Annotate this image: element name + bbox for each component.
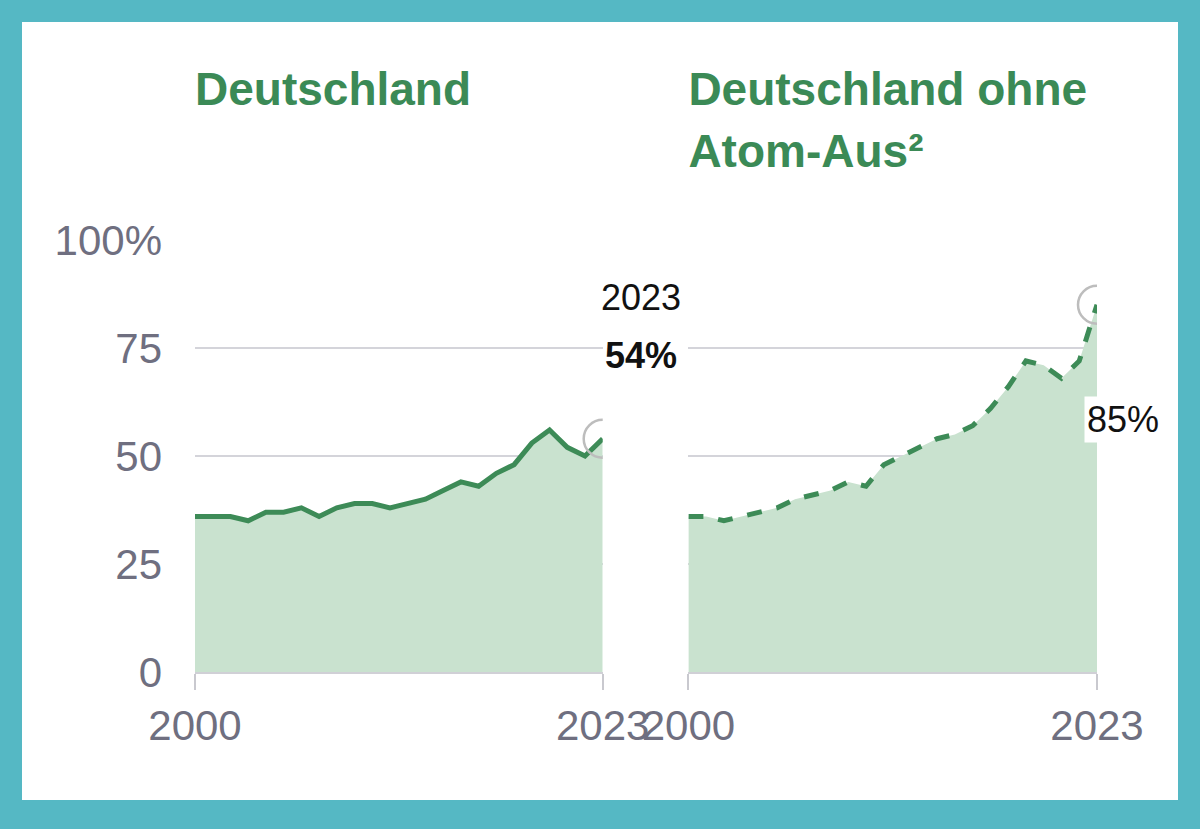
svg-text:25: 25 [115, 541, 162, 588]
svg-text:0: 0 [139, 649, 162, 696]
html-text:Deutschland: Deutschland [195, 63, 471, 115]
svg-text:54%: 54% [605, 335, 677, 376]
svg-text:2000: 2000 [148, 702, 241, 749]
svg-text:2023: 2023 [556, 702, 649, 749]
svg-text:100%: 100% [55, 217, 162, 264]
html-text:Deutschland ohne Atom-Aus²: Deutschland ohne Atom-Aus² [688, 63, 1088, 177]
svg-text:50: 50 [115, 433, 162, 480]
svg-text:2023: 2023 [1050, 702, 1143, 749]
svg-text:2000: 2000 [642, 702, 735, 749]
svg-text:75: 75 [115, 325, 162, 372]
svg-text:85%: 85% [1087, 399, 1159, 440]
svg-text:2023: 2023 [601, 277, 681, 318]
